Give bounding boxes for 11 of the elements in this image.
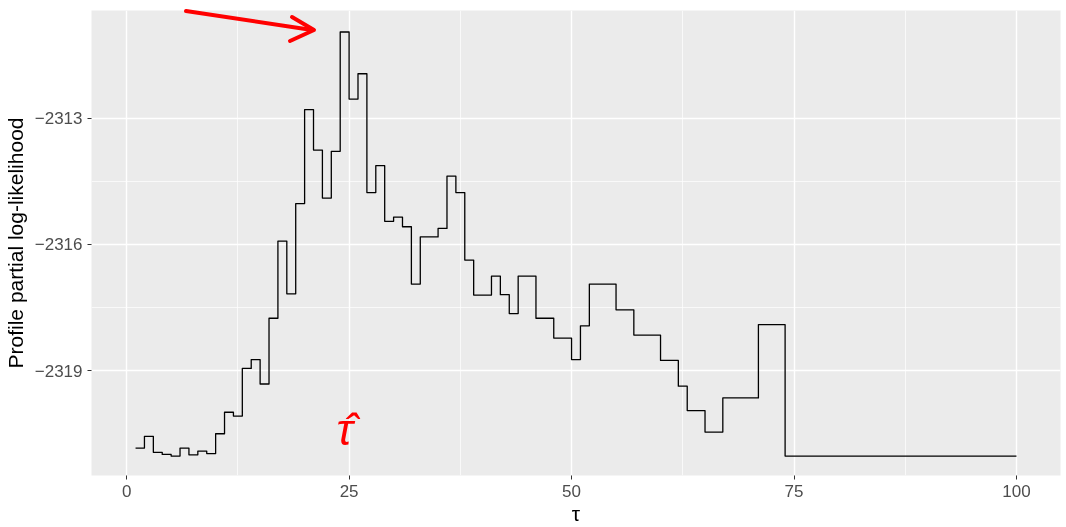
y-axis-title: Profile partial log-likelihood	[3, 117, 27, 369]
y-tick-label: −2313	[34, 109, 83, 128]
x-tick-label: 0	[121, 481, 132, 501]
annotation: τ̂	[336, 404, 361, 454]
x-tick-label: 75	[784, 481, 804, 501]
x-tick-label: 50	[562, 481, 582, 501]
x-axis-title: τ	[571, 501, 581, 525]
y-tick-label: −2319	[34, 361, 83, 381]
x-tick-label: 100	[1002, 481, 1031, 501]
x-tick-label: 25	[339, 481, 359, 501]
y-tick-label: −2316	[34, 235, 83, 255]
